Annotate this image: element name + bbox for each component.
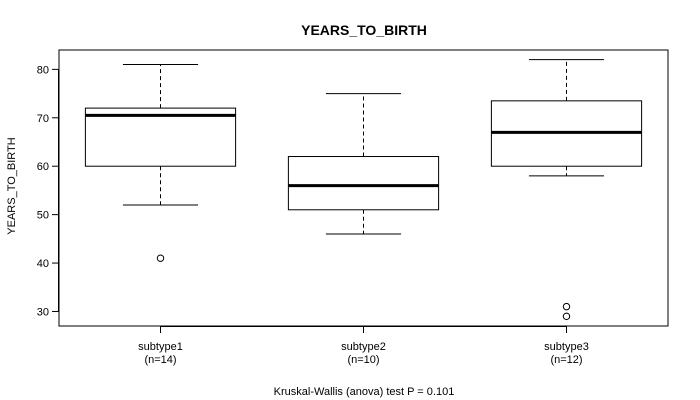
- x-axis: subtype1(n=14) subtype2(n=10) subtype3(n=1…: [138, 326, 589, 366]
- box-series: [84, 59, 643, 321]
- y-tick-label: 70: [37, 113, 49, 125]
- box-iqr: [287, 156, 440, 211]
- box-iqr: [84, 107, 237, 167]
- x-tick-label: subtype2: [341, 341, 386, 353]
- y-axis: 30 40 50 60 70 80: [37, 64, 59, 318]
- x-tick-count-label: (n=12): [550, 354, 582, 366]
- outlier-point: [156, 254, 165, 262]
- box-group-subtype2: [287, 93, 440, 235]
- outlier-point: [562, 302, 571, 311]
- y-axis-label: YEARS_TO_BIRTH: [6, 137, 18, 234]
- y-tick-label: 60: [37, 161, 49, 173]
- x-tick-label: subtype1: [138, 341, 183, 353]
- chart-title: YEARS_TO_BIRTH: [301, 22, 427, 38]
- x-tick-count-label: (n=14): [144, 354, 176, 366]
- x-tick-label: subtype3: [544, 341, 589, 353]
- y-tick-label: 30: [37, 306, 49, 318]
- box-group-subtype1: [84, 64, 237, 262]
- box-group-subtype3: [490, 59, 643, 321]
- test-result-footer: Kruskal-Wallis (anova) test P = 0.101: [274, 386, 455, 398]
- outlier-point: [562, 312, 571, 321]
- x-tick-count-label: (n=10): [347, 354, 379, 366]
- y-tick-label: 80: [37, 64, 49, 76]
- y-tick-label: 40: [37, 258, 49, 270]
- y-tick-label: 50: [37, 210, 49, 222]
